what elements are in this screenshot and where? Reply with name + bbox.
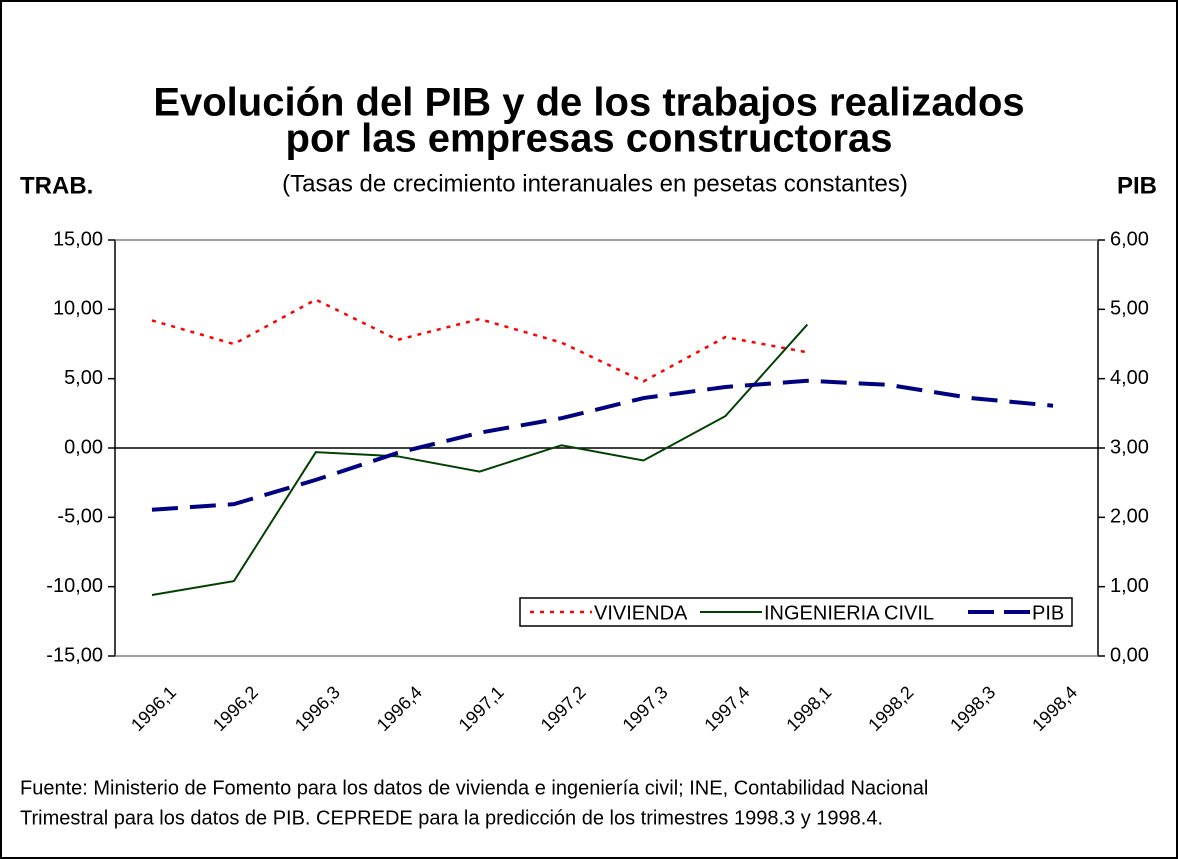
- series-line: [151, 323, 809, 596]
- series-line: [151, 378, 1054, 512]
- y2-axis-label: PIB: [1117, 172, 1157, 199]
- y-tick-label: 0,00: [64, 436, 103, 458]
- y-tick-label: 5,00: [64, 367, 103, 389]
- series-line: [151, 298, 808, 383]
- legend-label: INGENIERIA CIVIL: [764, 602, 934, 624]
- footnote: Fuente: Ministerio de Fomento para los d…: [20, 777, 928, 799]
- y-axis-label: TRAB.: [20, 172, 93, 199]
- y-tick-label: 15,00: [53, 228, 103, 250]
- y2-tick-label: 4,00: [1110, 367, 1149, 389]
- y2-tick-label: 2,00: [1110, 506, 1149, 528]
- chart-title: por las empresas constructoras: [286, 117, 893, 161]
- y2-tick-label: 0,00: [1110, 644, 1149, 666]
- y2-tick-label: 5,00: [1110, 298, 1149, 320]
- y2-tick-label: 3,00: [1110, 436, 1149, 458]
- subtitle: (Tasas de crecimiento interanuales en pe…: [282, 170, 908, 197]
- y-tick-label: -5,00: [57, 506, 103, 528]
- y-tick-label: -10,00: [46, 575, 103, 597]
- chart-title: Evolución del PIB y de los trabajos real…: [153, 81, 1024, 125]
- legend-label: VIVIENDA: [594, 602, 688, 624]
- footnote: Trimestral para los datos de PIB. CEPRED…: [20, 807, 883, 829]
- legend-label: PIB: [1032, 602, 1064, 624]
- y-tick-label: -15,00: [46, 644, 103, 666]
- y-tick-label: 10,00: [53, 298, 103, 320]
- y2-tick-label: 6,00: [1110, 228, 1149, 250]
- y2-tick-label: 1,00: [1110, 575, 1149, 597]
